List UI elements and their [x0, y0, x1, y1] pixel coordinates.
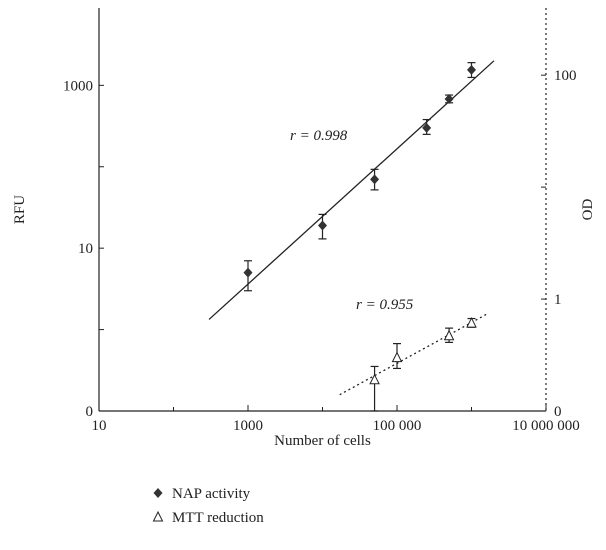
x-tick-label: 100 000	[373, 418, 422, 434]
point-nap-activity	[444, 93, 454, 104]
x-tick-label: 1000	[233, 418, 263, 434]
point-mtt-reduction	[466, 316, 477, 328]
legend: NAP activity MTT reduction	[152, 486, 264, 526]
point-mtt-reduction	[369, 373, 380, 385]
legend-label-nap: NAP activity	[172, 486, 251, 502]
point-nap-activity	[467, 64, 476, 75]
right-y-tick-label: 100	[554, 68, 577, 84]
fit-line-mtt	[339, 312, 489, 396]
point-nap-activity	[370, 174, 380, 185]
r-label-mtt: r = 0.955	[356, 297, 414, 313]
left-y-tick-label: 10	[78, 241, 93, 257]
point-mtt-reduction	[391, 351, 403, 363]
axes	[98, 8, 547, 412]
left-y-axis-title: RFU	[12, 195, 28, 224]
left-y-tick-label: 1000	[63, 78, 93, 94]
right-y-tick-label: 1	[554, 292, 562, 308]
point-nap-activity	[422, 122, 432, 133]
x-tick-label: 10 000 000	[512, 418, 580, 434]
right-y-axis-title: OD	[580, 199, 596, 221]
point-nap-activity	[318, 220, 327, 231]
text-labels: 10 1000 100 000 10 000 000010100001100Numbe…	[12, 68, 596, 449]
data-marks	[243, 62, 477, 412]
legend-label-mtt: MTT reduction	[172, 510, 264, 526]
legend-marker-nap	[153, 488, 163, 498]
point-nap-activity	[243, 267, 253, 278]
right-y-tick-label: 0	[554, 404, 562, 420]
left-y-tick-label: 0	[86, 404, 94, 420]
fit-lines	[208, 60, 495, 396]
point-mtt-reduction	[443, 329, 455, 341]
fit-line-nap	[208, 60, 495, 320]
legend-marker-mtt	[152, 510, 164, 522]
x-axis-title: Number of cells	[274, 433, 371, 449]
r-label-nap: r = 0.998	[290, 128, 348, 144]
x-tick-label: 10	[92, 418, 107, 434]
